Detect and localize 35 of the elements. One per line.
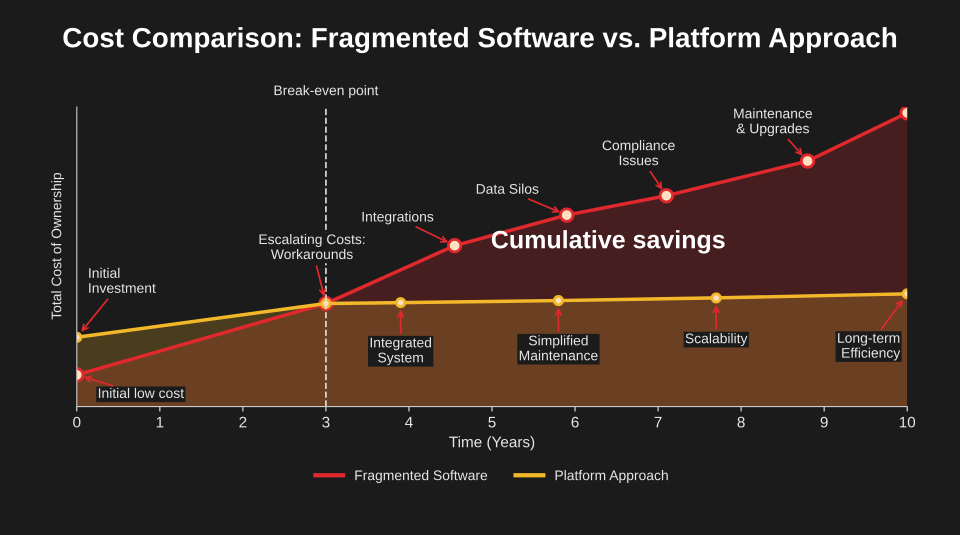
x-tick-label: 5 [488,416,496,428]
legend-label: Fragmented Software [355,470,488,483]
annotation: Compliance Issues [602,140,675,166]
x-tick-label: 2 [239,416,246,428]
annotation: Initial low cost [98,388,184,398]
annotation: Scalability [686,333,748,346]
legend-label: Platform Approach [556,470,668,483]
annotation: Data Silos [476,184,538,194]
point [658,188,674,204]
annotation: Maintenance & Upgrades [734,108,812,136]
annotation: Cumulative savings [492,230,725,254]
ref-line-label: Break-even point [274,85,378,98]
point [446,238,462,254]
point [552,295,564,306]
y-axis-title: Total Cost of Ownership [51,172,64,320]
x-tick-label: 4 [405,416,413,428]
annotation: Long-term Efficiency [838,333,900,361]
annotation: Simplified Maintenance [520,335,598,360]
annotation: Integrated System [370,337,432,366]
annotation: Initial Investment [89,268,156,293]
annotation: Integrations [362,211,434,224]
x-tick-label: 1 [156,416,164,428]
x-tick-label: 3 [322,416,330,428]
x-tick-label: 9 [820,416,828,428]
chart-title: Cost Comparison: Fragmented Software vs. Platform Approach [63,27,896,54]
x-tick-label: 10 [900,416,916,428]
x-tick-label: 0 [73,416,80,428]
x-tick-label: 6 [572,416,579,428]
annotation: Escalating Costs: Workarounds [260,234,364,260]
x-tick-label: 7 [654,416,662,428]
point [395,297,406,308]
point [710,292,722,304]
point [559,207,574,223]
x-tick-label: 8 [738,416,745,428]
x-axis-title: Time (Years) [449,436,534,450]
